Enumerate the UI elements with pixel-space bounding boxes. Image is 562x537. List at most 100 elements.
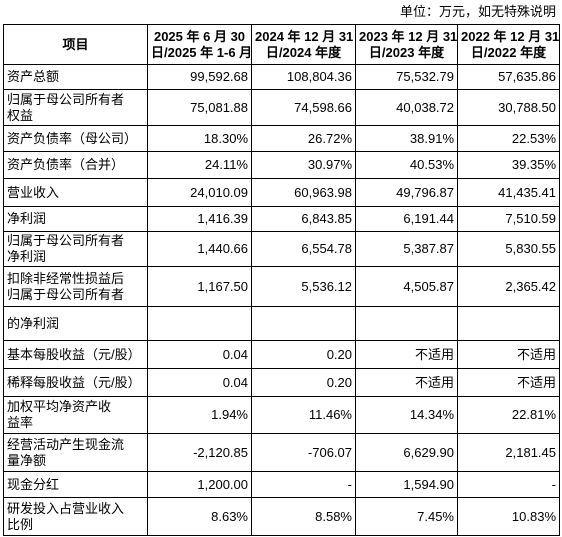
header-cell: 2022 年 12 月 31 日/2022 年度 bbox=[457, 24, 560, 65]
value-cell: -706.07 bbox=[251, 433, 356, 472]
label-line: 基本每股收益（元/股） bbox=[7, 346, 141, 362]
value-cell: 2,365.42 bbox=[457, 266, 560, 307]
value-cell: 0.20 bbox=[251, 340, 356, 369]
label-line: 经营活动产生现金流 bbox=[7, 436, 125, 452]
value-cell: 7.45% bbox=[355, 497, 458, 536]
table-row: 净利润 1,416.39 6,843.85 6,191.44 7,510.59 bbox=[3, 206, 560, 232]
table-row: 加权平均净资产收 益率 1.94% 11.46% 14.34% 22.81% bbox=[3, 396, 560, 434]
value-cell: 60,963.98 bbox=[251, 178, 356, 207]
value-cell: 1,200.00 bbox=[147, 471, 252, 498]
value-cell: 1.94% bbox=[147, 396, 252, 434]
row-label: 研发投入占营业收入 比例 bbox=[3, 497, 148, 536]
value-cell: 不适用 bbox=[457, 368, 560, 397]
row-label: 资产负债率（合并） bbox=[3, 151, 148, 179]
label-line: 比例 bbox=[7, 516, 34, 532]
table-row: 的净利润 bbox=[3, 306, 560, 341]
label-line: 稀释每股收益（元/股） bbox=[7, 374, 141, 390]
table-row: 营业收入 24,010.09 60,963.98 49,796.87 41,435.41 bbox=[3, 178, 560, 207]
value-cell: 108,804.36 bbox=[251, 64, 356, 90]
row-label: 资产总额 bbox=[3, 64, 148, 90]
header-line: 日/2022 年度 bbox=[470, 44, 547, 60]
header-line: 2024 年 12 月 31 bbox=[255, 28, 354, 44]
value-cell: 57,635.86 bbox=[457, 64, 560, 90]
value-cell: 8.58% bbox=[251, 497, 356, 536]
header-line: 2022 年 12 月 31 bbox=[461, 28, 560, 44]
value-cell bbox=[147, 306, 252, 341]
value-cell: 14.34% bbox=[355, 396, 458, 434]
value-cell: 0.20 bbox=[251, 368, 356, 397]
header-line: 项目 bbox=[62, 36, 89, 52]
header-cell: 2025 年 6 月 30 日/2025 年 1-6 月 bbox=[147, 24, 252, 65]
value-cell: 6,554.78 bbox=[251, 231, 356, 267]
label-line: 净利润 bbox=[7, 211, 47, 226]
label-line: 资产负债率（合并） bbox=[7, 157, 125, 172]
row-label: 归属于母公司所有者 权益 bbox=[3, 89, 148, 126]
value-cell: 1,416.39 bbox=[147, 206, 252, 232]
header-line: 日/2024 年度 bbox=[265, 44, 342, 60]
value-cell bbox=[251, 306, 356, 341]
header-row: 项目 2025 年 6 月 30 日/2025 年 1-6 月 2024 年 12 月… bbox=[3, 24, 560, 65]
table-row: 基本每股收益（元/股） 0.04 0.20 不适用 不适用 bbox=[3, 340, 560, 369]
row-label: 稀释每股收益（元/股） bbox=[3, 368, 148, 397]
value-cell: 不适用 bbox=[457, 340, 560, 369]
value-cell: 26.72% bbox=[251, 125, 356, 152]
label-line: 现金分红 bbox=[7, 476, 60, 492]
label-line: 益率 bbox=[7, 415, 34, 430]
value-cell: 0.04 bbox=[147, 368, 252, 397]
value-cell: 30.97% bbox=[251, 151, 356, 179]
label-line: 营业收入 bbox=[7, 184, 60, 200]
value-cell: 2,181.45 bbox=[457, 433, 560, 472]
header-line: 2023 年 12 月 31 bbox=[359, 28, 458, 44]
header-line: 日/2025 年 1-6 月 bbox=[151, 44, 252, 60]
unit-note: 单位：万元，如无特殊说明 bbox=[399, 4, 556, 19]
row-label: 的净利润 bbox=[3, 306, 148, 341]
value-cell: 5,387.87 bbox=[355, 231, 458, 267]
row-label: 基本每股收益（元/股） bbox=[3, 340, 148, 369]
value-cell: 7,510.59 bbox=[457, 206, 560, 232]
value-cell: 99,592.68 bbox=[147, 64, 252, 90]
value-cell: 11.46% bbox=[251, 396, 356, 434]
value-cell: 39.35% bbox=[457, 151, 560, 179]
value-cell: 41,435.41 bbox=[457, 178, 560, 207]
value-cell: 75,532.79 bbox=[355, 64, 458, 90]
value-cell: 不适用 bbox=[355, 340, 458, 369]
table-row: 现金分红 1,200.00-1,594.90- bbox=[3, 471, 560, 498]
label-line: 资产负债率（母公司） bbox=[7, 130, 138, 146]
value-cell: 6,191.44 bbox=[355, 206, 458, 232]
value-cell: 6,629.90 bbox=[355, 433, 458, 472]
value-cell: 1,440.66 bbox=[147, 231, 252, 267]
table-row: 资产负债率（母公司） 18.30% 26.72% 38.91% 22.53% bbox=[3, 125, 560, 152]
table-row: 扣除非经常性损益后 归属于母公司所有者 1,167.50 5,536.12 4,505.… bbox=[3, 266, 560, 307]
value-cell: 38.91% bbox=[355, 125, 458, 152]
header-line: 日/2023 年度 bbox=[368, 44, 445, 60]
row-label: 归属于母公司所有者 净利润 bbox=[3, 231, 148, 267]
label-line: 权益 bbox=[7, 107, 34, 123]
label-line: 归属于母公司所有者 bbox=[7, 286, 125, 302]
value-cell: 5,536.12 bbox=[251, 266, 356, 307]
row-label: 现金分红 bbox=[3, 471, 148, 498]
table-row: 研发投入占营业收入 比例 8.63% 8.58% 7.45% 10.83% bbox=[3, 497, 560, 536]
label-line: 研发投入占营业收入 bbox=[7, 500, 125, 516]
value-cell: 24,010.09 bbox=[147, 178, 252, 207]
header-cell: 2023 年 12 月 31 日/2023 年度 bbox=[355, 24, 458, 65]
table-row: 资产负债率（合并） 24.11% 30.97% 40.53% 39.35% bbox=[3, 151, 560, 179]
header-line: 2025 年 6 月 30 bbox=[153, 28, 246, 44]
label-line: 扣除非经常性损益后 bbox=[7, 270, 125, 286]
value-cell bbox=[355, 306, 458, 341]
value-cell: 10.83% bbox=[457, 497, 560, 536]
table-row: 稀释每股收益（元/股） 0.04 0.20 不适用 不适用 bbox=[3, 368, 560, 397]
value-cell: 30,788.50 bbox=[457, 89, 560, 126]
value-cell bbox=[457, 306, 560, 341]
value-cell: 8.63% bbox=[147, 497, 252, 536]
table-row: 经营活动产生现金流 量净额 -2,120.85 -706.07 6,629.90 2,18… bbox=[3, 433, 560, 472]
value-cell: 18.30% bbox=[147, 125, 252, 152]
header-cell: 项目 bbox=[3, 24, 148, 65]
value-cell: -2,120.85 bbox=[147, 433, 252, 472]
label-line: 归属于母公司所有者 bbox=[7, 233, 125, 248]
value-cell: 49,796.87 bbox=[355, 178, 458, 207]
row-label: 净利润 bbox=[3, 206, 148, 232]
header-cell: 2024 年 12 月 31 日/2024 年度 bbox=[251, 24, 356, 65]
label-line: 净利润 bbox=[7, 249, 47, 264]
value-cell: 6,843.85 bbox=[251, 206, 356, 232]
value-cell: 22.53% bbox=[457, 125, 560, 152]
